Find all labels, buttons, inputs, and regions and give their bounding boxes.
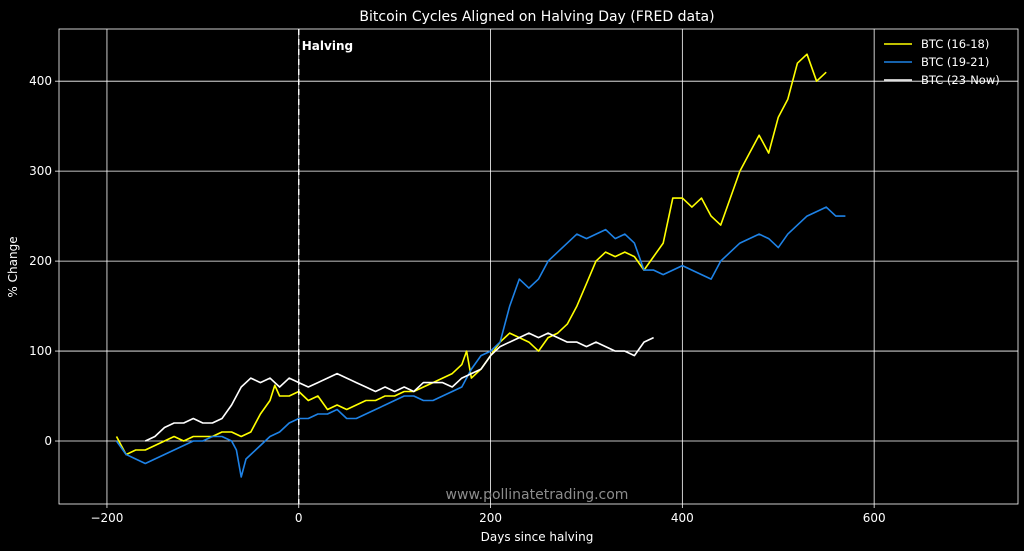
- y-axis-title: % Change: [6, 236, 20, 297]
- y-tick-label: 300: [29, 164, 52, 178]
- y-axis-ticks: 0 100 200 300 400: [29, 74, 59, 448]
- y-tick-label: 100: [29, 344, 52, 358]
- legend-entry-label: BTC (16-18): [921, 37, 989, 51]
- y-tick-label: 400: [29, 74, 52, 88]
- halving-annotation-label: Halving: [302, 39, 353, 53]
- legend-entry-label: BTC (23-Now): [921, 73, 1000, 87]
- x-tick-label: 0: [295, 511, 303, 525]
- annotations: Halving: [298, 29, 353, 504]
- x-tick-label: 600: [863, 511, 886, 525]
- legend-entry-label: BTC (19-21): [921, 55, 989, 69]
- series-line-1: [115, 53, 827, 456]
- legend: BTC (16-18) BTC (19-21) BTC (23-Now): [884, 37, 1000, 87]
- x-axis-ticks: −200 0 200 400 600: [90, 504, 886, 525]
- x-axis-title: Days since halving: [481, 530, 594, 544]
- series-line-3: [144, 332, 654, 442]
- chart-title: Bitcoin Cycles Aligned on Halving Day (F…: [359, 9, 714, 25]
- y-tick-label: 0: [44, 434, 52, 448]
- x-tick-label: 400: [671, 511, 694, 525]
- x-tick-label: −200: [90, 511, 123, 525]
- series-lines: [115, 53, 846, 478]
- watermark-text: www.pollinatetrading.com: [446, 487, 629, 503]
- plot-frame: [58, 28, 1019, 505]
- x-tick-label: 200: [479, 511, 502, 525]
- series-line-2: [115, 206, 846, 478]
- y-tick-label: 200: [29, 254, 52, 268]
